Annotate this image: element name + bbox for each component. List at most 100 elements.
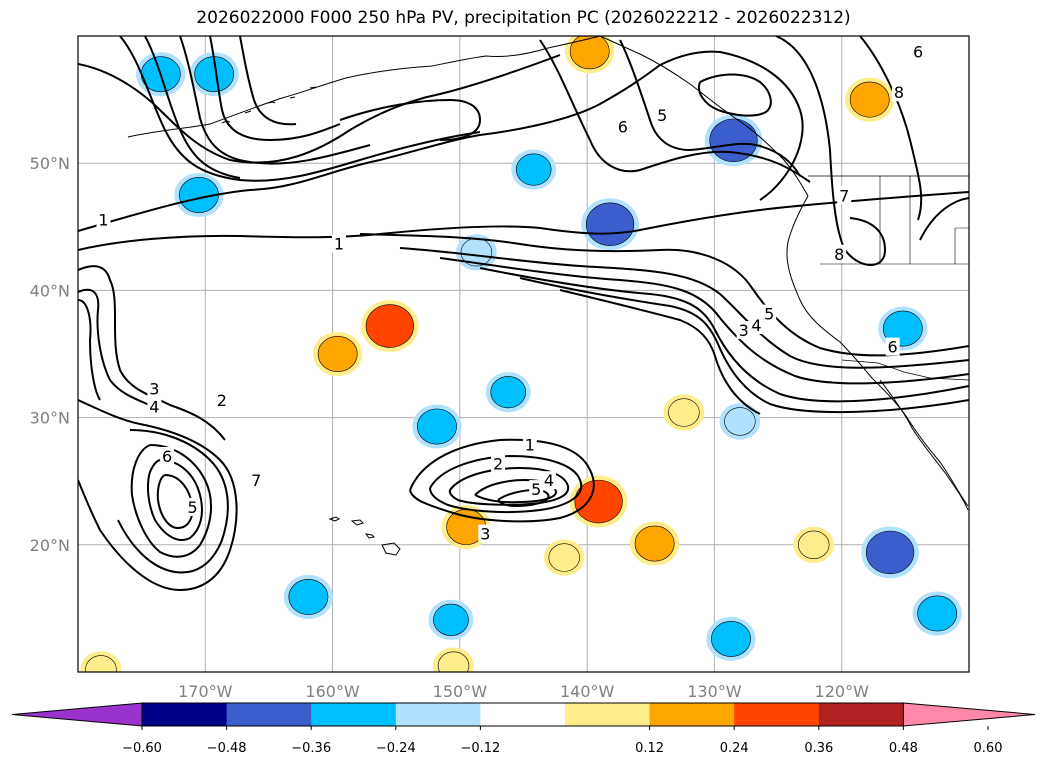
tick-label-lon: 130°W <box>687 682 742 701</box>
pv-contour-16 <box>359 233 969 357</box>
precip-blob <box>174 172 224 218</box>
precip-blob <box>704 114 763 167</box>
contour-label-bg <box>147 379 162 398</box>
precip-blob <box>485 372 531 413</box>
contour-label: 3 <box>739 321 749 340</box>
pv-contour-30 <box>144 36 241 179</box>
contour-label-bg <box>762 304 777 323</box>
pv-contour-3 <box>78 399 238 592</box>
colorbar-tick-label: 0.12 <box>635 741 664 756</box>
precip-blob <box>283 574 333 619</box>
contour-label: 4 <box>751 316 761 335</box>
contour-label-bg <box>615 117 630 136</box>
contour-label: 5 <box>531 480 541 499</box>
pv-contour-21 <box>559 289 761 415</box>
axis-ticks: 170°W 160°W 150°W 140°W 130°W 120°W 20°N 30°N 40… <box>30 154 869 701</box>
contour-label-bg <box>249 471 264 490</box>
colorbar-segment <box>818 703 904 726</box>
contour-label-bg <box>96 210 111 229</box>
pv-contour-6 <box>146 459 203 541</box>
precip-blob <box>845 77 895 122</box>
contour-label: 1 <box>98 210 108 229</box>
contour-label-bg <box>736 321 751 340</box>
pv-contour-24 <box>698 73 772 117</box>
pv-contour-19 <box>479 267 969 403</box>
map-frame <box>77 35 970 673</box>
contour-label-bg <box>160 447 175 466</box>
colorbar-extend-high <box>902 702 1036 727</box>
contour-label-bg <box>911 42 926 61</box>
pv-contour-25 <box>775 36 887 266</box>
contour-label-bg <box>749 316 764 335</box>
precip-blob <box>878 306 928 351</box>
precip-blob <box>189 52 239 97</box>
pv-contour-11 <box>409 438 595 523</box>
colorbar-segment <box>142 703 228 726</box>
pv-contour-23 <box>619 39 801 177</box>
contour-label-bg <box>522 435 537 454</box>
contour-label: 4 <box>544 471 554 490</box>
colorbar-segment <box>734 703 820 726</box>
precip-blob <box>428 599 474 640</box>
contour-label-bg <box>147 397 162 416</box>
contour-label: 5 <box>657 106 667 125</box>
colorbar-tick-label: 0.60 <box>974 741 1003 756</box>
contour-label: 3 <box>480 525 490 544</box>
contour-label-bg <box>655 106 670 125</box>
pv-contour-18 <box>439 257 969 385</box>
colorbar-segment <box>395 703 481 726</box>
precip-blob <box>433 647 474 672</box>
pv-contour-28 <box>78 54 561 164</box>
contour-label: 8 <box>834 245 844 264</box>
precip-blob <box>793 526 835 563</box>
colorbar-tick-label: 0.24 <box>720 741 749 756</box>
contour-label: 6 <box>888 338 898 357</box>
contour-label: 1 <box>334 235 344 254</box>
contour-label: 5 <box>764 305 774 324</box>
coastline-alaska <box>127 36 601 138</box>
contour-label: 5 <box>187 498 197 517</box>
contour-label-bg <box>331 234 346 253</box>
precip-blob <box>412 404 462 449</box>
colorbar-segment <box>226 703 312 726</box>
pv-contour-4 <box>117 429 229 574</box>
pv-contour-26 <box>859 36 923 221</box>
contour-label-bg <box>832 244 847 263</box>
pv-contour-7 <box>156 474 194 530</box>
pv-contour-33 <box>239 36 297 126</box>
contour-label: 6 <box>913 43 923 62</box>
tick-label-lon: 160°W <box>305 682 360 701</box>
contour-label: 3 <box>149 380 159 399</box>
chart-title: 2026022000 F000 250 hPa PV, precipitatio… <box>196 8 851 28</box>
pv-contour-15 <box>497 488 550 508</box>
colorbar-tick-label: 0.48 <box>889 741 918 756</box>
colorbar-tick-label: −0.48 <box>207 741 247 756</box>
colorbar-segment <box>480 703 566 726</box>
precip-blob <box>861 526 919 579</box>
pv-contour-2 <box>78 191 969 251</box>
coastline-alaska-south <box>599 36 809 197</box>
pv-contour-29 <box>119 36 481 182</box>
tick-label-lon: 140°W <box>560 682 615 701</box>
tick-label-lon: 120°W <box>815 682 870 701</box>
precip-blob <box>706 616 756 661</box>
tick-label-lon: 150°W <box>433 682 488 701</box>
colorbar-tick-label: 0.36 <box>804 741 833 756</box>
colorbar-segment <box>649 703 735 726</box>
contour-label: 2 <box>217 391 227 410</box>
precip-blob <box>511 149 557 190</box>
border-us-mexico <box>841 359 969 381</box>
precip-blob <box>569 475 628 528</box>
contour-label-bg <box>885 337 900 356</box>
tick-label-lon: 170°W <box>178 682 233 701</box>
precip-blob <box>719 403 761 440</box>
colorbar-segment <box>311 703 397 726</box>
colorbar-outline <box>141 702 904 727</box>
colorbar-tick-label: −0.36 <box>291 741 331 756</box>
pv-contour-17 <box>399 247 969 369</box>
colorbar: −0.60 −0.48 −0.36 −0.24 −0.12 0.12 0.24 0.36 0.4… <box>11 702 1036 756</box>
precip-blob <box>663 394 705 431</box>
precip-blob <box>630 521 680 566</box>
